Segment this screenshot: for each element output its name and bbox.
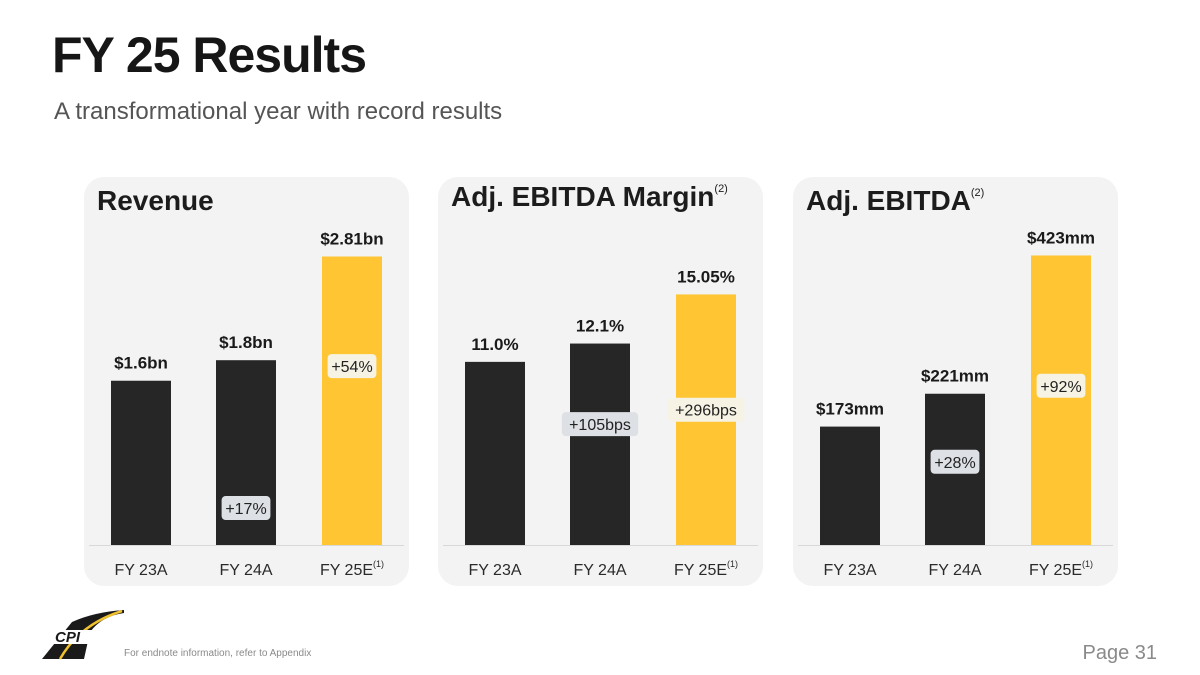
value-label: $221mm [921,367,989,386]
logo-text: CPI [55,629,81,646]
growth-badge [1036,373,1086,398]
growth-label: +105bps [569,417,631,434]
page-subtitle: A transformational year with record resu… [54,98,503,125]
value-label: 15.05% [677,267,735,286]
growth-badge [930,449,980,474]
logo-text-bg [52,630,92,644]
category-label: FY 24A [928,562,981,579]
cpi-logo: CPI [42,610,124,660]
chart-title: Adj. EBITDA Margin(2) [451,181,728,213]
title-footnote: (2) [714,182,728,195]
chart-title: Adj. EBITDA(2) [806,185,984,217]
category-label: FY 25E(1) [1029,559,1093,579]
category-label: FY 23A [468,562,521,579]
category-label: FY 23A [114,562,167,579]
bar-fy-25e [322,256,382,545]
value-label: $423mm [1027,228,1095,247]
growth-badge [667,397,745,422]
revenue-chart-panel: Revenue $1.6bn FY 23A $1.8bn +17% FY 24A $2.8… [84,177,409,586]
bar-fy-24a [570,343,630,545]
bar-fy-23a [465,361,525,545]
growth-badge [221,496,271,521]
bar-fy-23a [820,426,880,545]
growth-badge [561,412,639,437]
logo-road-stripe [58,610,123,660]
category-footnote: (1) [373,559,384,569]
category-footnote: (1) [1082,559,1093,569]
category-label: FY 23A [823,562,876,579]
category-label: FY 25E(1) [320,559,384,579]
category-label: FY 24A [219,562,272,579]
value-label: 12.1% [576,317,624,336]
chart-title-text: Revenue [97,185,214,216]
ebitda-margin-chart-panel: Adj. EBITDA Margin(2) 11.0% FY 23A 12.1% +1… [438,177,763,586]
page-number: Page 31 [1082,642,1157,664]
title-footnote: (2) [970,186,985,199]
chart-title-text: Adj. EBITDA Margin [451,181,715,212]
chart-title: Revenue [97,185,214,217]
page-title: FY 25 Results [52,27,367,83]
growth-label: +92% [1040,379,1081,396]
ebitda-margin-chart: 11.0% FY 23A 12.1% +105bps FY 24A 15.05% +296b… [443,267,758,579]
chart-title-text: Adj. EBITDA [806,185,971,216]
growth-label: +28% [934,455,975,472]
ebitda-chart-panel: Adj. EBITDA(2) $173mm FY 23A $221mm +28% FY … [793,177,1118,586]
category-footnote: (1) [727,559,738,569]
value-label: $2.81bn [320,230,383,249]
endnote-text: For endnote information, refer to Append… [124,648,312,659]
growth-label: +54% [331,359,372,376]
growth-label: +296bps [675,403,737,420]
bar-fy-23a [111,380,171,545]
growth-label: +17% [225,501,266,518]
value-label: $173mm [816,400,884,419]
value-label: 11.0% [471,335,518,354]
ebitda-chart: $173mm FY 23A $221mm +28% FY 24A $423mm +92% FY… [798,228,1113,579]
revenue-chart: $1.6bn FY 23A $1.8bn +17% FY 24A $2.81bn +54% F… [89,230,404,579]
category-label: FY 25E(1) [674,559,738,579]
bar-fy-25e [1031,255,1091,545]
category-label: FY 24A [573,562,626,579]
value-label: $1.6bn [114,354,168,373]
growth-badge [327,354,377,379]
value-label: $1.8bn [219,333,273,352]
